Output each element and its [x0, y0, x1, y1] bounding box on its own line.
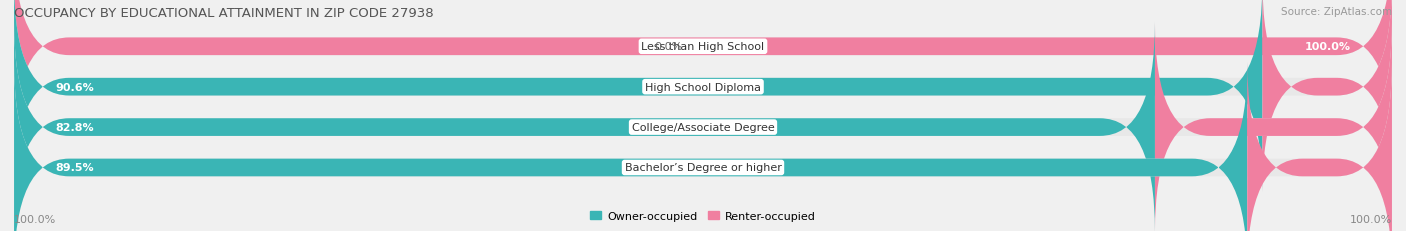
Text: High School Diploma: High School Diploma [645, 82, 761, 92]
Text: Source: ZipAtlas.com: Source: ZipAtlas.com [1281, 7, 1392, 17]
Text: Less than High School: Less than High School [641, 42, 765, 52]
FancyBboxPatch shape [14, 23, 1154, 231]
Text: 82.8%: 82.8% [55, 123, 94, 133]
FancyBboxPatch shape [14, 0, 1392, 152]
FancyBboxPatch shape [1154, 23, 1392, 231]
Text: 100.0%: 100.0% [1305, 42, 1351, 52]
FancyBboxPatch shape [14, 0, 1263, 192]
FancyBboxPatch shape [14, 0, 1392, 192]
FancyBboxPatch shape [1263, 0, 1392, 192]
Text: College/Associate Degree: College/Associate Degree [631, 123, 775, 133]
Text: 0.0%: 0.0% [654, 42, 682, 52]
FancyBboxPatch shape [14, 23, 1392, 231]
FancyBboxPatch shape [14, 63, 1392, 231]
Text: Bachelor’s Degree or higher: Bachelor’s Degree or higher [624, 163, 782, 173]
Text: OCCUPANCY BY EDUCATIONAL ATTAINMENT IN ZIP CODE 27938: OCCUPANCY BY EDUCATIONAL ATTAINMENT IN Z… [14, 7, 433, 20]
Text: 89.5%: 89.5% [55, 163, 94, 173]
Text: 100.0%: 100.0% [1350, 214, 1392, 224]
FancyBboxPatch shape [14, 63, 1247, 231]
Legend: Owner-occupied, Renter-occupied: Owner-occupied, Renter-occupied [586, 207, 820, 225]
Text: 90.6%: 90.6% [55, 82, 94, 92]
FancyBboxPatch shape [14, 0, 1392, 152]
FancyBboxPatch shape [1247, 63, 1392, 231]
Text: 100.0%: 100.0% [14, 214, 56, 224]
